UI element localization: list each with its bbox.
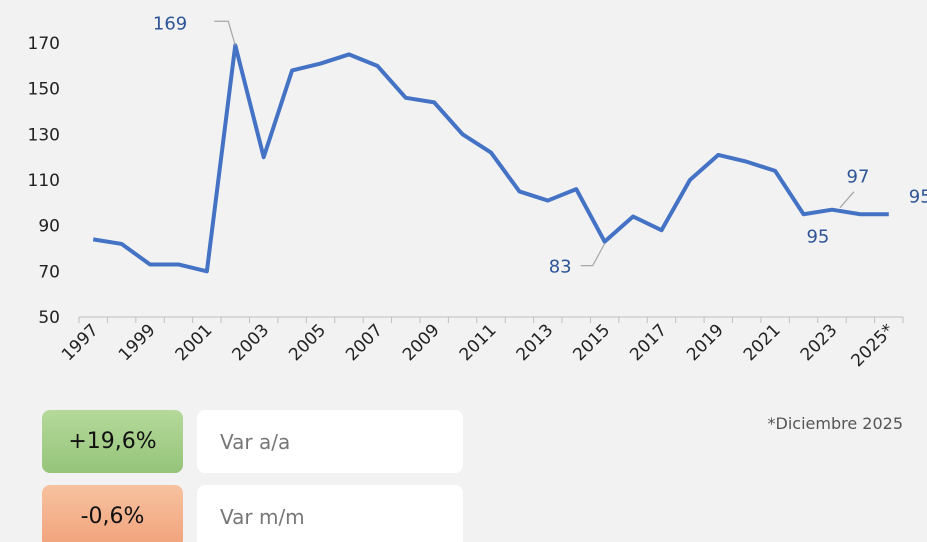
x-tick-label: 2001	[172, 320, 217, 365]
x-tick-label: 1997	[58, 320, 103, 365]
indicator-label: Var a/a	[197, 410, 463, 473]
x-tick-label: 2007	[342, 320, 387, 365]
data-label: 97	[847, 167, 870, 188]
y-tick-label: 170	[28, 34, 60, 54]
x-tick-label: 2003	[228, 320, 273, 365]
x-tick-label: 2011	[456, 320, 501, 365]
leader-line	[580, 243, 606, 267]
x-tick-label: 1999	[115, 320, 160, 365]
y-tick-label: 130	[28, 125, 60, 145]
y-tick-label: 70	[38, 262, 60, 282]
x-tick-label: 2017	[626, 320, 671, 365]
x-tick-label: 2019	[683, 320, 728, 365]
y-tick-label: 150	[28, 80, 60, 100]
leader-line	[214, 20, 236, 46]
leader-line	[839, 191, 855, 209]
indicator-value: -0,6%	[42, 485, 183, 542]
indicator-value: +19,6%	[42, 410, 183, 473]
y-tick-label: 110	[28, 171, 60, 191]
data-label: 169	[153, 13, 187, 34]
y-tick-label: 90	[38, 217, 60, 237]
chart: 50 70 90 110 130 150 170 1997 1999 2001 2003 2005 20…	[28, 13, 927, 371]
x-tick-label: 2009	[399, 320, 444, 365]
x-tick-label: 2015	[569, 320, 614, 365]
data-label: 83	[549, 257, 572, 278]
x-tick-label: 2005	[285, 320, 330, 365]
line-series	[92, 43, 889, 274]
x-tick-label: 2021	[740, 320, 785, 365]
x-tick-label: 2025*	[848, 320, 899, 371]
x-tick-label: 2013	[513, 320, 558, 365]
data-label: 95	[806, 226, 829, 247]
y-tick-label: 50	[38, 308, 60, 328]
data-label: 95	[909, 186, 927, 207]
footnote: *Diciembre 2025	[767, 414, 903, 433]
indicator-label: Var m/m	[197, 485, 463, 542]
x-tick-label: 2023	[797, 320, 842, 365]
